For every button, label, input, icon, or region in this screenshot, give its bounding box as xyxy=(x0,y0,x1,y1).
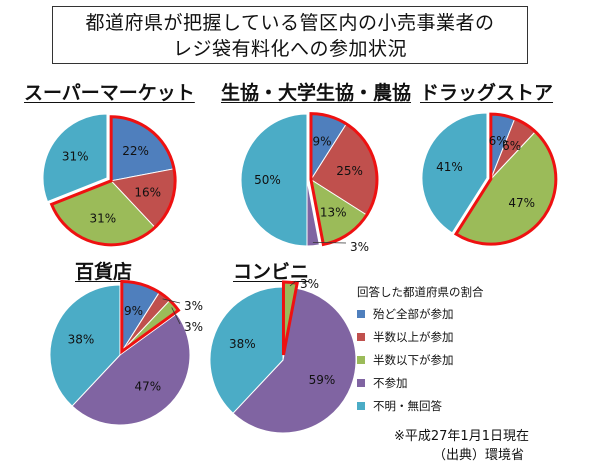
data-label-not-participating: 59% xyxy=(309,373,336,387)
data-label-unknown: 50% xyxy=(254,173,281,187)
data-label-under-half: 31% xyxy=(89,211,116,225)
data-label-under-half: 47% xyxy=(508,196,535,210)
pie-department-store: 9% 3% 3% 47% 38% xyxy=(49,279,203,426)
legend-item-over-half: 半数以上が参加 xyxy=(357,325,557,348)
pie-convenience-store: 3% 59% 38% xyxy=(209,277,357,434)
data-label-all: 22% xyxy=(122,144,149,158)
data-label-unknown: 38% xyxy=(229,337,256,351)
data-label-under-half: 3% xyxy=(300,277,319,291)
title-box: 都道府県が把握している管区内の小売事業者の レジ袋有料化への参加状況 xyxy=(52,6,528,64)
chart-title-coop: 生協・大学生協・農協 xyxy=(221,82,412,104)
legend-swatch xyxy=(357,378,365,387)
legend-label: 不明・無回答 xyxy=(373,398,442,413)
chart-title-drugstore: ドラッグストア xyxy=(420,82,554,104)
title-line-1: 都道府県が把握している管区内の小売事業者の xyxy=(85,12,495,34)
callout-line xyxy=(171,307,181,325)
highlight-border xyxy=(309,112,379,247)
legend-item-not-participating: 不参加 xyxy=(357,371,557,394)
legend-item-all: 殆ど全部が参加 xyxy=(357,302,557,325)
legend-label: 不参加 xyxy=(373,375,408,390)
data-label-under-half: 3% xyxy=(184,320,203,334)
legend-swatch xyxy=(357,355,365,364)
data-label-not-participating: 47% xyxy=(134,380,161,394)
pie-slice-not-participating xyxy=(232,287,357,434)
data-label-unknown: 41% xyxy=(436,160,463,174)
data-label-unknown: 31% xyxy=(62,149,89,163)
pie-slice-unknown xyxy=(49,284,121,407)
data-label-all: 9% xyxy=(312,135,331,149)
title-line-2: レジ袋有料化への参加状況 xyxy=(172,38,407,60)
data-label-under-half: 13% xyxy=(320,205,347,219)
data-label-over-half: 6% xyxy=(502,139,521,153)
pie-slice-unknown xyxy=(240,113,308,247)
data-label-over-half: 16% xyxy=(134,186,161,200)
legend-swatch xyxy=(357,309,365,318)
pie-supermarket: 22% 16% 31% 31% xyxy=(42,113,177,247)
highlight-border xyxy=(120,279,181,355)
data-label-not-participating: 3% xyxy=(350,240,369,254)
data-label-unknown: 38% xyxy=(68,333,95,347)
data-label-all: 9% xyxy=(124,304,143,318)
pie-slice-unknown xyxy=(209,286,284,414)
callout-line xyxy=(162,298,181,304)
chart-title-convenience-store: コンビニ xyxy=(233,261,310,283)
callout-line xyxy=(312,242,347,244)
pie-coop: 9% 25% 13% 3% 50% xyxy=(240,112,379,254)
date-note: ※平成27年1月1日現在 xyxy=(394,429,529,444)
legend-item-unknown: 不明・無回答 xyxy=(357,394,557,417)
highlight-border xyxy=(49,115,177,247)
highlight-border xyxy=(281,280,299,356)
legend-label: 半数以上が参加 xyxy=(373,329,454,344)
pie-slice-not-participating xyxy=(71,313,191,426)
pie-slice-unknown xyxy=(421,112,488,234)
chart-title-supermarket: スーパーマーケット xyxy=(24,82,195,104)
callout-line xyxy=(289,280,297,287)
highlight-border xyxy=(453,112,558,246)
chart-title-department-store: 百貨店 xyxy=(75,261,133,283)
data-label-over-half: 25% xyxy=(336,164,363,178)
legend-swatch xyxy=(357,332,365,341)
source-note: （出典）環境省 xyxy=(433,448,525,463)
legend-label: 殆ど全部が参加 xyxy=(373,306,454,321)
pie-drugstore: 6%6% 47% 41% xyxy=(421,112,558,246)
legend: 回答した都道府県の割合 殆ど全部が参加 半数以上が参加 半数以下が参加 不参加 … xyxy=(357,283,557,417)
pie-slice-unknown xyxy=(42,113,108,203)
legend-item-under-half: 半数以下が参加 xyxy=(357,348,557,371)
legend-label: 半数以下が参加 xyxy=(373,352,454,367)
legend-title: 回答した都道府県の割合 xyxy=(357,285,484,299)
data-label-all: 6% xyxy=(489,134,508,148)
legend-swatch xyxy=(357,401,365,410)
data-label-over-half: 3% xyxy=(184,299,203,313)
